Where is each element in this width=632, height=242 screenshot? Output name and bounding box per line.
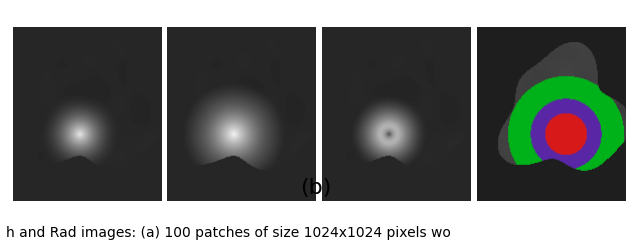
Text: h and Rad images: (a) 100 patches of size 1024x1024 pixels wo: h and Rad images: (a) 100 patches of siz… — [6, 226, 451, 240]
Text: (b): (b) — [300, 178, 332, 198]
